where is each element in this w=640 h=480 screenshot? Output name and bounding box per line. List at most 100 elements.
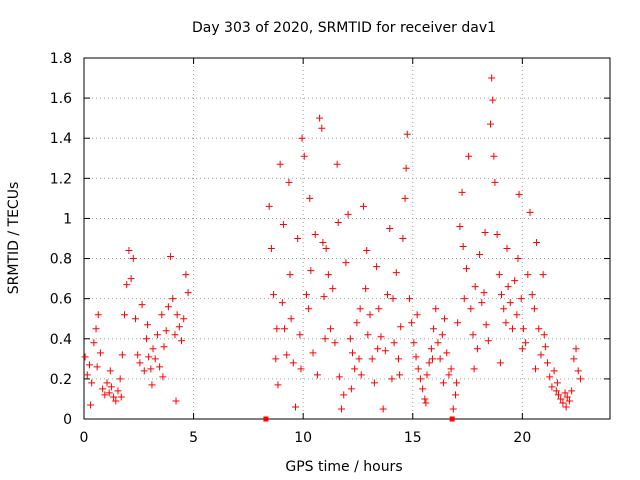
x-axis-label: GPS time / hours (285, 459, 402, 475)
data-point (471, 283, 479, 291)
data-point (346, 335, 354, 343)
data-point (132, 315, 140, 323)
data-point (458, 188, 466, 196)
data-point (167, 253, 175, 261)
data-point (476, 251, 484, 259)
data-point (106, 367, 114, 375)
data-point (419, 385, 427, 393)
data-point (377, 333, 385, 341)
x-tick-label: 20 (513, 430, 531, 446)
data-point (300, 152, 308, 160)
data-point (445, 371, 453, 379)
data-point (87, 401, 95, 409)
data-point (561, 389, 569, 397)
data-point (526, 208, 534, 216)
data-point (488, 74, 496, 82)
data-point (322, 245, 330, 253)
data-point (490, 152, 498, 160)
data-point (276, 160, 284, 168)
y-axis-label: SRMTID / TECUs (6, 182, 22, 295)
data-point (568, 387, 576, 395)
data-point (399, 235, 407, 242)
data-point (85, 361, 93, 369)
data-point (140, 367, 148, 375)
y-tick-label: 1 (63, 211, 72, 227)
data-point (370, 379, 378, 387)
data-point (489, 96, 497, 104)
data-point (316, 114, 324, 122)
data-point (279, 220, 287, 228)
y-tick-label: 0.2 (50, 372, 72, 388)
data-point (309, 349, 317, 357)
data-point (517, 295, 525, 303)
data-point (395, 355, 403, 363)
data-point (159, 373, 167, 381)
data-point (285, 178, 293, 186)
data-point (405, 295, 413, 303)
data-point (172, 397, 180, 405)
data-point (145, 353, 153, 361)
data-point (389, 295, 397, 303)
chart-title: Day 303 of 2020, SRMTID for receiver dav… (192, 20, 496, 36)
data-point (390, 339, 398, 347)
data-point (94, 311, 102, 319)
data-point (88, 379, 96, 387)
data-point (553, 379, 561, 387)
data-point (320, 293, 328, 301)
data-point (162, 327, 170, 335)
data-point (469, 331, 477, 339)
data-point (388, 375, 396, 383)
data-point (443, 349, 451, 357)
data-point (318, 124, 326, 132)
data-point (438, 331, 446, 339)
data-point (396, 371, 404, 379)
data-point (324, 271, 332, 279)
data-point (530, 305, 538, 313)
data-point (462, 265, 470, 273)
data-point (502, 319, 510, 327)
data-point (563, 393, 571, 401)
data-point (364, 331, 372, 339)
data-point (422, 399, 430, 407)
data-point (175, 323, 183, 331)
data-point (540, 331, 548, 339)
data-point (368, 355, 376, 363)
data-point (548, 383, 556, 391)
data-point (441, 315, 449, 323)
data-point (311, 230, 319, 238)
data-point (294, 235, 302, 242)
data-point (92, 325, 100, 333)
data-point (428, 355, 436, 363)
data-point (306, 194, 314, 202)
data-point (297, 365, 305, 373)
data-point (557, 395, 565, 403)
data-point (484, 337, 492, 345)
data-point (480, 289, 488, 297)
data-point (99, 385, 107, 393)
data-point (552, 387, 560, 395)
data-point (274, 381, 282, 389)
data-point (302, 291, 310, 299)
data-point (447, 365, 455, 373)
data-point (291, 403, 299, 411)
y-tick-label: 1.8 (50, 51, 72, 67)
data-point (144, 321, 152, 329)
data-point (546, 373, 554, 381)
data-point (107, 383, 115, 391)
data-point (83, 371, 91, 379)
data-point (522, 339, 530, 347)
data-point (334, 218, 342, 226)
data-point (384, 291, 392, 299)
data-point (528, 291, 536, 299)
data-point (570, 355, 578, 363)
data-point (278, 299, 286, 307)
data-point (338, 405, 346, 413)
data-point (156, 363, 164, 371)
data-point (180, 315, 188, 323)
data-point (265, 202, 273, 210)
plot-frame (83, 57, 611, 420)
data-point (531, 365, 539, 373)
data-point (572, 345, 580, 353)
data-point (313, 371, 321, 379)
